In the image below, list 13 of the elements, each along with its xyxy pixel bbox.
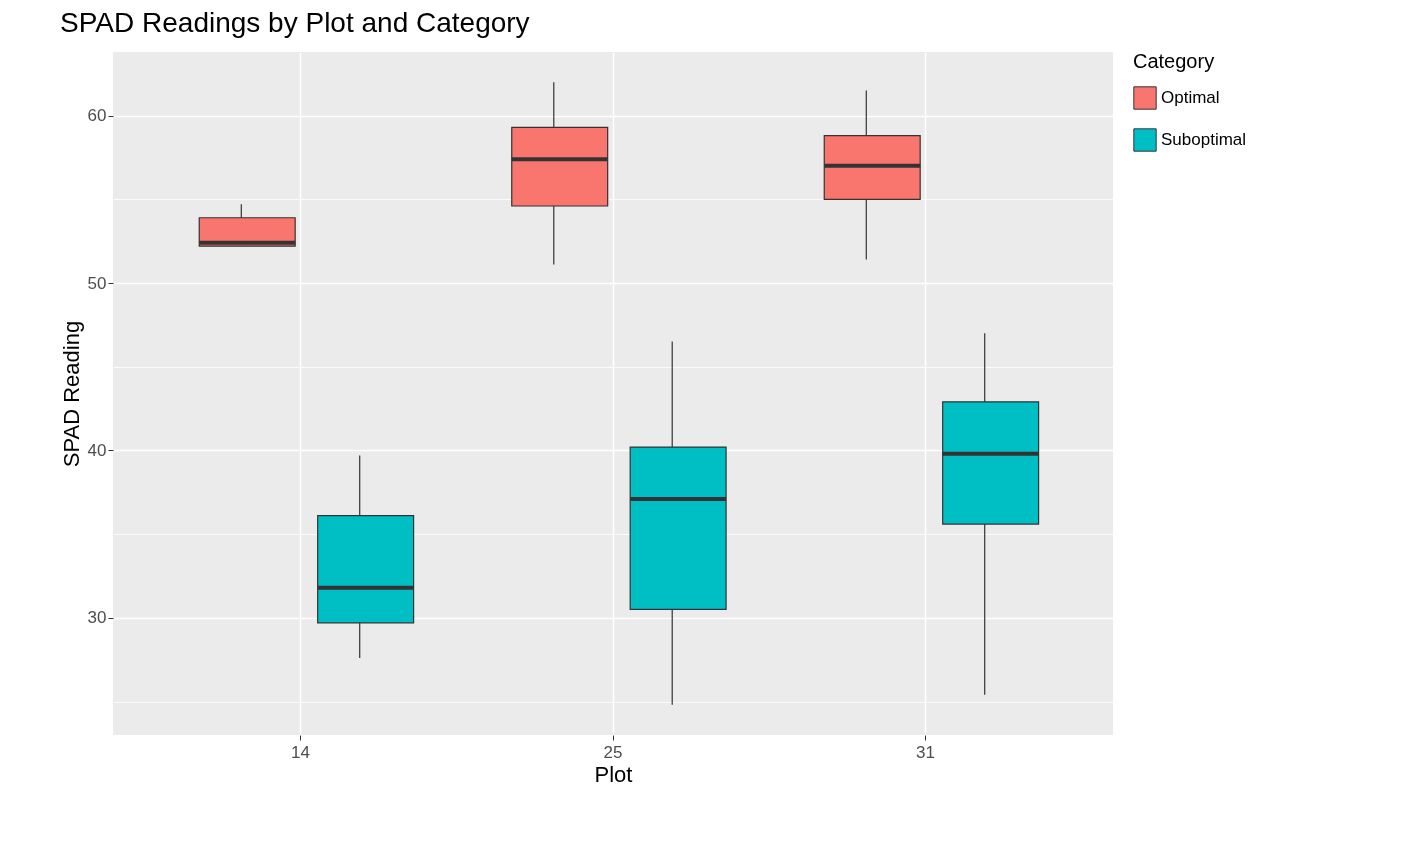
chart-title: SPAD Readings by Plot and Category [60,7,530,38]
y-axis-title: SPAD Reading [58,320,84,468]
y-tick-label: 50 [87,273,107,293]
legend-label: Optimal [1161,88,1220,107]
x-tick-label: 31 [916,742,935,762]
legend-title: Category [1133,50,1215,72]
y-tick-label: 60 [87,106,107,126]
x-tick-label: 25 [603,742,623,762]
x-tick-label: 14 [291,742,310,762]
y-tick-label: 40 [87,440,107,460]
y-tick-label: 30 [87,608,107,628]
legend-label: Suboptimal [1161,130,1247,149]
x-axis-title: Plot [594,761,633,787]
